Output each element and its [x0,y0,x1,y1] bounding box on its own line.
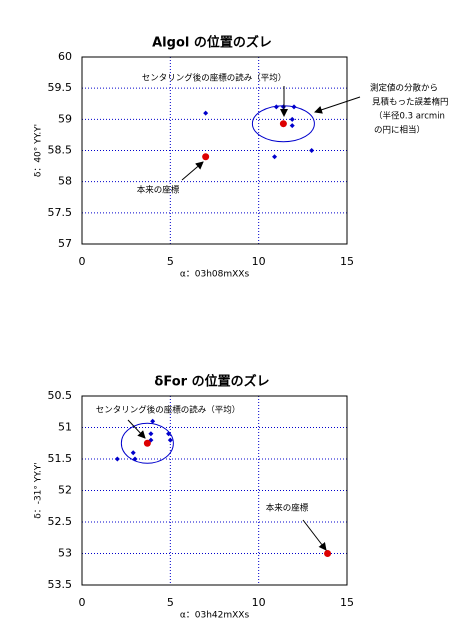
x-tick-label: 5 [167,596,174,609]
plot-frame [81,56,348,245]
point [150,418,156,424]
y-tick-label: 57.5 [48,206,73,219]
arrow [127,419,146,439]
y-tick-label: 51.5 [48,452,73,465]
arrow [314,96,361,114]
y-tick-label: 53 [58,547,72,560]
x-tick-label: 5 [167,255,174,268]
error-ellipse [120,422,174,464]
y-tick-label: 51 [58,421,72,434]
plot-frame [81,395,348,586]
y-axis-label: δ：40° YY.Y' [34,124,44,177]
y-tick-label: 50.5 [48,389,73,402]
y-tick-label: 58.5 [48,144,73,157]
point [143,439,151,447]
x-tick-label: 0 [79,255,86,268]
y-tick-label: 59 [58,112,72,125]
x-axis-label: α：03h42mXXs [180,611,250,621]
point [132,456,138,462]
y-tick-label: 52 [58,484,72,497]
annotation: （半径0.3 arcmin [374,111,445,122]
x-axis-label: α：03h08mXXs [180,270,250,280]
point [166,431,172,437]
y-tick-label: 59.5 [48,81,73,94]
x-tick-label: 0 [79,596,86,609]
point [324,550,332,557]
y-axis-label: δ：-31° YY.Y' [34,462,44,519]
point [291,104,297,110]
y-tick-label: 60 [58,50,72,63]
x-tick-label: 10 [252,596,266,609]
point [280,104,286,110]
point [273,104,279,110]
y-tick-label: 58 [58,175,72,188]
chart-title: δFor の位置のズレ [154,374,269,390]
annotation: 見積もった誤差楕円 [372,97,449,108]
point [202,153,210,161]
point [130,450,136,456]
x-tick-label: 15 [340,255,354,268]
point [279,120,287,128]
point [148,431,154,437]
x-tick-label: 15 [340,596,354,609]
point [309,148,315,153]
annotation: 本来の座標 [137,185,180,196]
x-tick-label: 10 [252,255,266,268]
annotation: 本来の座標 [266,503,309,514]
y-tick-label: 52.5 [48,515,73,528]
y-tick-label: 57 [58,237,72,250]
annotation: 測定値の分散から [370,83,438,94]
point [272,154,278,160]
annotation: センタリング後の座標の読み（平均） [142,73,287,84]
arrow [181,161,204,181]
y-tick-label: 53.5 [48,578,73,591]
point [203,110,209,116]
chart-title: Algol の位置のズレ [152,35,272,51]
point [289,123,295,129]
point [289,116,295,122]
arrow [302,519,327,551]
annotation: センタリング後の座標の読み（平均） [96,405,241,416]
annotation: の円に相当） [374,125,425,136]
point [114,456,120,462]
point [167,437,173,443]
